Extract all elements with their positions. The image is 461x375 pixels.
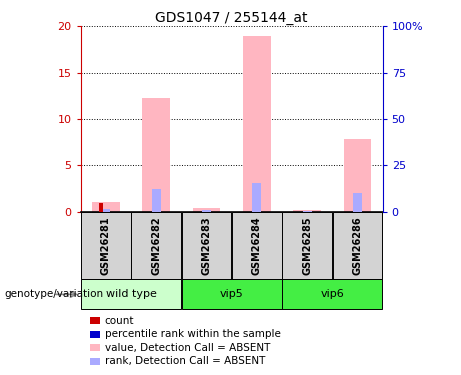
Text: percentile rank within the sample: percentile rank within the sample — [105, 329, 281, 339]
Bar — [252, 183, 261, 212]
Text: genotype/variation: genotype/variation — [5, 290, 104, 299]
Text: rank, Detection Call = ABSENT: rank, Detection Call = ABSENT — [105, 356, 265, 366]
Text: GSM26283: GSM26283 — [201, 216, 212, 275]
Bar — [101, 209, 110, 212]
Bar — [92, 202, 120, 212]
Bar — [99, 202, 102, 212]
Bar — [152, 189, 161, 212]
Text: GSM26281: GSM26281 — [101, 216, 111, 275]
Bar — [343, 140, 371, 212]
Bar — [202, 210, 211, 212]
Text: GSM26284: GSM26284 — [252, 216, 262, 275]
Text: vip6: vip6 — [320, 290, 344, 299]
FancyBboxPatch shape — [81, 279, 181, 309]
Text: GSM26282: GSM26282 — [151, 216, 161, 275]
FancyBboxPatch shape — [332, 212, 382, 279]
FancyBboxPatch shape — [282, 279, 382, 309]
FancyBboxPatch shape — [131, 212, 181, 279]
Title: GDS1047 / 255144_at: GDS1047 / 255144_at — [155, 11, 308, 25]
FancyBboxPatch shape — [182, 279, 282, 309]
Text: count: count — [105, 316, 134, 326]
Bar — [353, 194, 362, 212]
FancyBboxPatch shape — [81, 212, 131, 279]
Text: wild type: wild type — [106, 290, 156, 299]
Bar — [142, 98, 170, 212]
Text: GSM26286: GSM26286 — [353, 216, 362, 275]
FancyBboxPatch shape — [282, 212, 332, 279]
FancyBboxPatch shape — [182, 212, 231, 279]
Text: GSM26285: GSM26285 — [302, 216, 312, 275]
Bar — [193, 208, 220, 212]
Bar — [302, 211, 312, 212]
Text: value, Detection Call = ABSENT: value, Detection Call = ABSENT — [105, 343, 270, 352]
Text: vip5: vip5 — [220, 290, 243, 299]
Bar — [293, 210, 321, 212]
FancyBboxPatch shape — [232, 212, 282, 279]
Bar — [243, 36, 271, 212]
